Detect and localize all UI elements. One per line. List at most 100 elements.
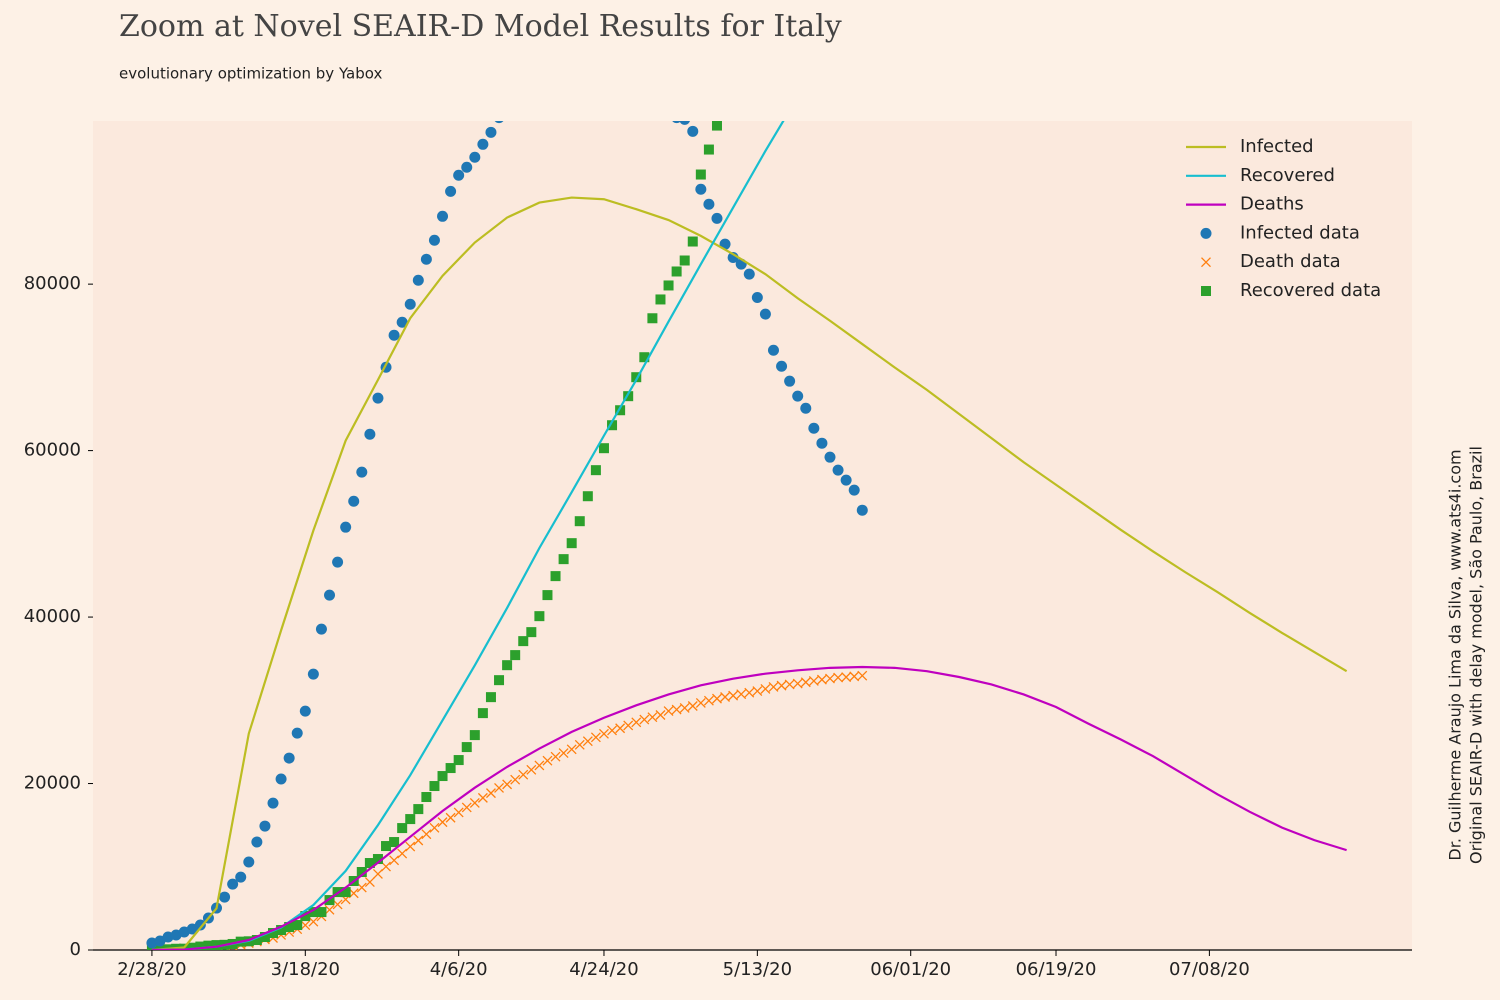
legend-swatch bbox=[1200, 227, 1212, 239]
data-point bbox=[566, 538, 577, 549]
data-point bbox=[703, 695, 714, 706]
data-point bbox=[291, 727, 303, 739]
data-point bbox=[292, 920, 303, 931]
data-point bbox=[695, 169, 706, 180]
data-point bbox=[574, 739, 585, 750]
data-point bbox=[300, 911, 311, 922]
data-point bbox=[825, 673, 835, 684]
data-point bbox=[792, 678, 803, 689]
data-point bbox=[187, 942, 198, 950]
data-point bbox=[348, 495, 360, 507]
data-point bbox=[421, 792, 432, 803]
data-point bbox=[832, 464, 844, 476]
data-point bbox=[494, 783, 504, 793]
data-point bbox=[841, 672, 852, 683]
data-point bbox=[259, 820, 271, 832]
data-point bbox=[655, 294, 666, 305]
data-point bbox=[582, 491, 593, 502]
data-point bbox=[518, 636, 529, 647]
data-point bbox=[720, 692, 731, 702]
data-point bbox=[663, 706, 674, 716]
data-point bbox=[687, 125, 699, 137]
data-point bbox=[534, 760, 545, 771]
x-tick-label: 07/08/20 bbox=[1169, 959, 1250, 980]
data-point bbox=[631, 717, 642, 728]
data-point bbox=[751, 291, 763, 303]
data-point bbox=[526, 764, 537, 775]
data-point bbox=[526, 627, 537, 638]
data-point bbox=[582, 736, 593, 747]
data-point bbox=[405, 841, 416, 852]
data-point bbox=[413, 835, 424, 846]
data-point bbox=[453, 807, 464, 818]
data-point bbox=[429, 822, 440, 833]
data-point bbox=[324, 904, 335, 915]
data-point bbox=[486, 788, 496, 799]
data-point bbox=[590, 465, 601, 476]
data-point bbox=[477, 138, 489, 150]
model-line bbox=[151, 665, 1347, 950]
data-point bbox=[599, 728, 609, 739]
data-point bbox=[574, 516, 585, 527]
data-point bbox=[308, 916, 319, 927]
data-point bbox=[469, 730, 480, 741]
legend-label: Recovered bbox=[1240, 165, 1335, 186]
x-tick-label: 06/19/20 bbox=[1016, 959, 1097, 980]
data-point bbox=[194, 919, 206, 931]
x-tick-label: 06/01/20 bbox=[870, 959, 951, 980]
data-point bbox=[728, 690, 739, 701]
data-point bbox=[251, 935, 262, 946]
data-point bbox=[227, 878, 239, 890]
credit: Original SEAIR-D with delay model, São P… bbox=[1467, 446, 1486, 864]
data-point bbox=[412, 274, 424, 286]
data-point bbox=[300, 920, 311, 931]
data-point bbox=[615, 405, 626, 416]
data-point bbox=[308, 907, 319, 918]
data-point bbox=[388, 329, 400, 341]
data-point bbox=[671, 704, 682, 715]
data-point bbox=[849, 671, 860, 682]
data-point bbox=[518, 769, 529, 780]
data-point bbox=[437, 210, 449, 222]
data-point bbox=[784, 375, 796, 387]
y-tick-label: 0 bbox=[70, 939, 81, 960]
data-point bbox=[299, 705, 311, 717]
x-tick-label: 3/18/20 bbox=[271, 959, 340, 980]
data-point bbox=[558, 748, 569, 759]
data-point bbox=[647, 313, 658, 324]
data-point bbox=[703, 144, 714, 155]
data-point bbox=[566, 744, 577, 755]
data-point bbox=[856, 504, 868, 516]
data-point bbox=[558, 554, 569, 565]
data-point bbox=[848, 484, 860, 496]
data-point bbox=[510, 774, 521, 785]
y-tick-label: 60000 bbox=[24, 440, 81, 461]
x-tick-label: 4/24/20 bbox=[569, 959, 638, 980]
data-point bbox=[800, 402, 812, 414]
data-point bbox=[784, 679, 795, 690]
data-point bbox=[284, 922, 295, 933]
data-point bbox=[485, 126, 497, 138]
data-point bbox=[235, 871, 247, 883]
data-point bbox=[687, 236, 698, 247]
data-point bbox=[404, 298, 416, 310]
data-point bbox=[639, 352, 650, 363]
data-point bbox=[381, 861, 391, 872]
data-point bbox=[792, 390, 804, 402]
data-point bbox=[405, 814, 416, 825]
data-point bbox=[768, 681, 779, 692]
data-point bbox=[332, 899, 343, 910]
data-point bbox=[315, 623, 327, 635]
data-point bbox=[364, 858, 375, 869]
data-point bbox=[623, 391, 634, 402]
legend-swatch bbox=[1201, 286, 1211, 296]
data-point bbox=[307, 668, 319, 680]
data-point bbox=[461, 161, 473, 173]
y-tick-label: 40000 bbox=[24, 606, 81, 627]
data-point bbox=[477, 708, 488, 719]
data-point bbox=[340, 887, 351, 898]
data-point bbox=[703, 198, 715, 210]
data-point bbox=[389, 855, 400, 866]
data-point bbox=[469, 797, 480, 808]
data-point bbox=[372, 869, 383, 879]
